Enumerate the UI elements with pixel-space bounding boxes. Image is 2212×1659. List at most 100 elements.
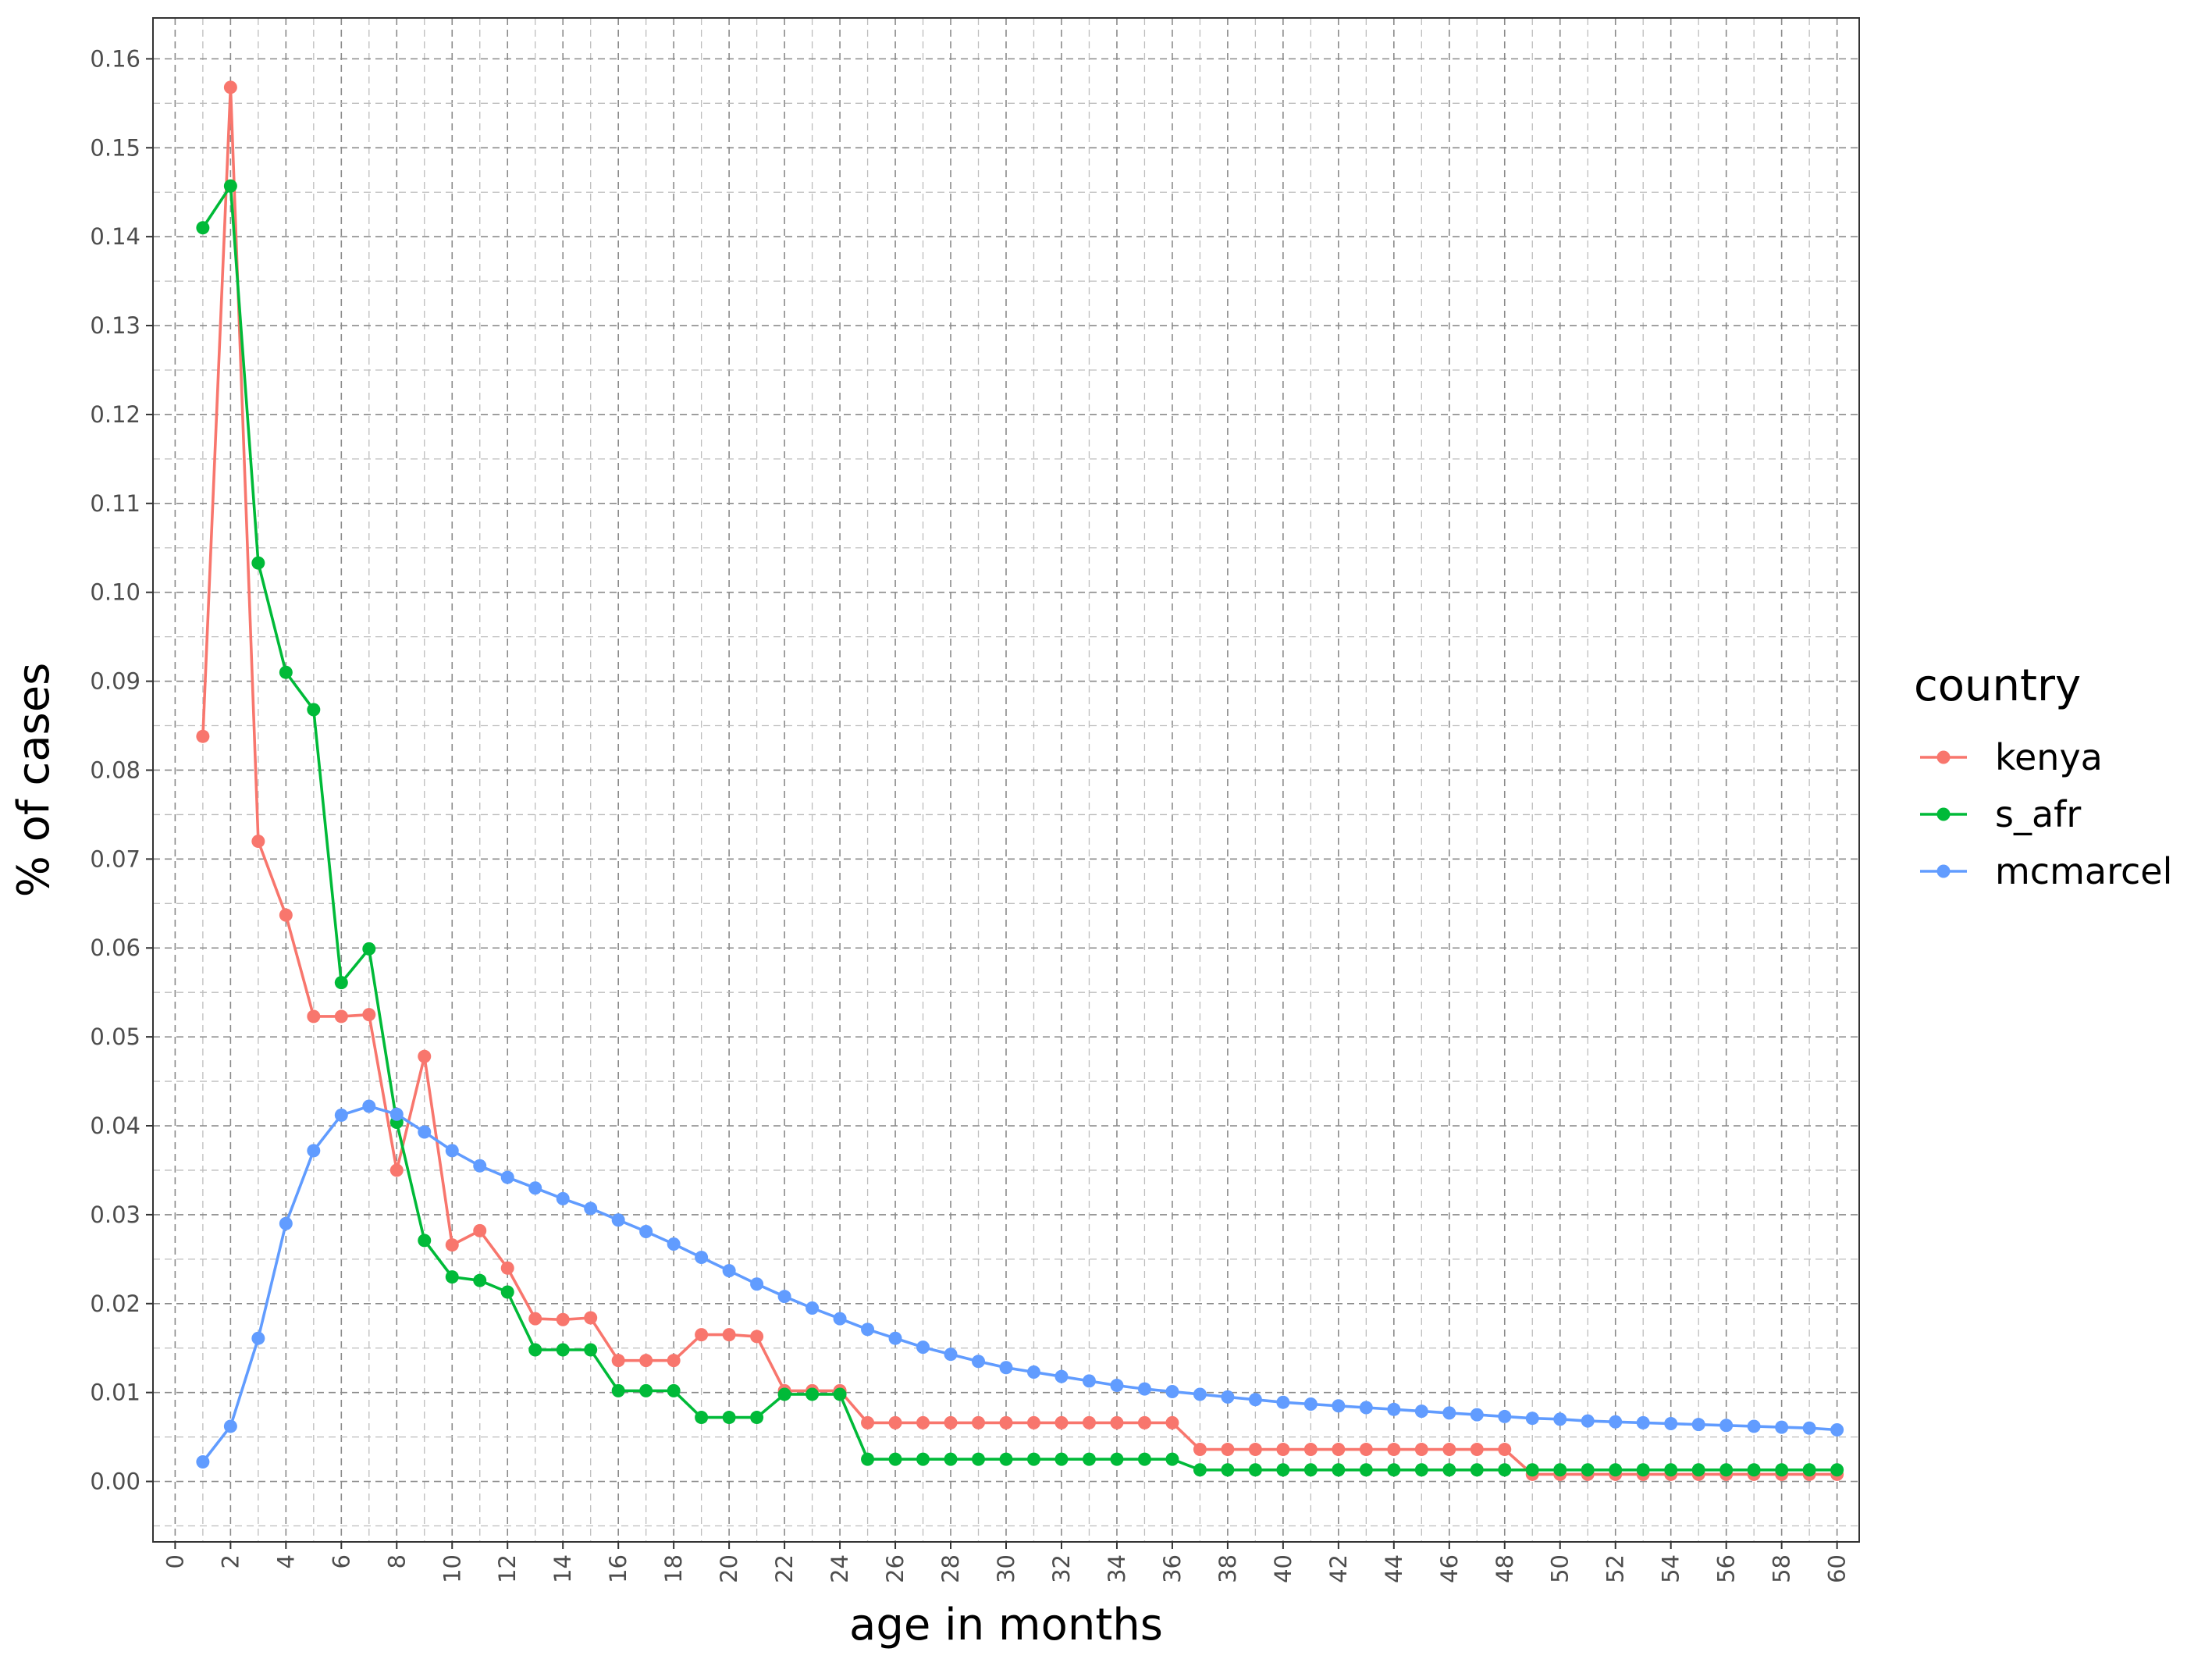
data-point-s_afr xyxy=(1609,1463,1623,1477)
data-point-s_afr xyxy=(1581,1463,1595,1477)
data-point-kenya xyxy=(916,1415,930,1429)
data-point-mcmarcel xyxy=(1691,1418,1705,1432)
data-point-mcmarcel xyxy=(1026,1365,1040,1379)
data-point-s_afr xyxy=(916,1452,930,1466)
data-point-s_afr xyxy=(639,1383,653,1397)
series-layer xyxy=(196,80,1844,1481)
data-point-mcmarcel xyxy=(473,1159,487,1173)
data-point-mcmarcel xyxy=(1636,1415,1650,1429)
legend-label: s_afr xyxy=(1995,793,2081,835)
data-point-s_afr xyxy=(833,1387,847,1401)
data-point-mcmarcel xyxy=(196,1455,210,1469)
data-point-kenya xyxy=(1359,1443,1373,1457)
y-tick-label: 0.12 xyxy=(90,401,140,428)
data-point-s_afr xyxy=(1636,1463,1650,1477)
data-point-mcmarcel xyxy=(1054,1369,1069,1383)
data-point-mcmarcel xyxy=(1470,1408,1484,1422)
data-point-mcmarcel xyxy=(861,1323,875,1337)
data-point-kenya xyxy=(1165,1415,1179,1429)
data-point-s_afr xyxy=(1442,1463,1456,1477)
data-point-s_afr xyxy=(1775,1463,1789,1477)
data-point-kenya xyxy=(1387,1443,1401,1457)
x-tick-label: 60 xyxy=(1824,1554,1851,1583)
y-tick-label: 0.15 xyxy=(90,134,140,161)
x-tick-label: 38 xyxy=(1214,1554,1241,1583)
data-point-kenya xyxy=(307,1009,321,1024)
data-point-mcmarcel xyxy=(1581,1414,1595,1428)
data-point-kenya xyxy=(584,1311,598,1325)
data-point-mcmarcel xyxy=(1414,1404,1428,1419)
x-tick-label: 36 xyxy=(1159,1554,1186,1583)
data-point-s_afr xyxy=(334,976,348,990)
data-point-kenya xyxy=(611,1354,625,1368)
y-tick-label: 0.07 xyxy=(90,846,140,872)
data-point-s_afr xyxy=(1193,1463,1207,1477)
x-tick-label: 28 xyxy=(937,1554,964,1583)
data-point-kenya xyxy=(1332,1443,1346,1457)
x-tick-label: 44 xyxy=(1381,1554,1407,1583)
y-axis-title: % of cases xyxy=(9,663,59,898)
data-point-kenya xyxy=(1248,1443,1262,1457)
data-point-s_afr xyxy=(223,179,237,193)
data-point-s_afr xyxy=(445,1270,459,1284)
data-point-mcmarcel xyxy=(805,1301,820,1315)
data-point-s_afr xyxy=(861,1452,875,1466)
data-point-kenya xyxy=(500,1261,514,1275)
legend-label: kenya xyxy=(1995,736,2103,778)
legend-key-point xyxy=(1936,864,1951,878)
x-tick-label: 58 xyxy=(1769,1554,1795,1583)
data-point-s_afr xyxy=(1414,1463,1428,1477)
data-point-kenya xyxy=(861,1415,875,1429)
data-point-mcmarcel xyxy=(1110,1379,1124,1393)
data-point-kenya xyxy=(334,1009,348,1024)
data-point-mcmarcel xyxy=(1303,1397,1318,1411)
data-point-s_afr xyxy=(1054,1452,1069,1466)
data-point-s_afr xyxy=(999,1452,1013,1466)
y-tick-label: 0.02 xyxy=(90,1291,140,1317)
data-point-mcmarcel xyxy=(972,1355,986,1369)
legend-item-s_afr: s_afr xyxy=(1920,793,2081,835)
data-point-kenya xyxy=(196,729,210,743)
legend: country kenya s_afr mcmarcel xyxy=(1914,660,2172,892)
x-axis-title: age in months xyxy=(849,1600,1163,1650)
data-point-s_afr xyxy=(418,1234,432,1248)
data-point-s_afr xyxy=(1332,1463,1346,1477)
data-point-s_afr xyxy=(1719,1463,1734,1477)
data-point-kenya xyxy=(1303,1443,1318,1457)
x-tick-label: 10 xyxy=(439,1554,465,1583)
data-point-s_afr xyxy=(1303,1463,1318,1477)
data-point-s_afr xyxy=(1664,1463,1678,1477)
data-point-mcmarcel xyxy=(307,1144,321,1158)
data-point-s_afr xyxy=(556,1343,570,1357)
data-point-s_afr xyxy=(1747,1463,1761,1477)
data-point-s_afr xyxy=(805,1387,820,1401)
data-point-s_afr xyxy=(1553,1463,1567,1477)
data-point-s_afr xyxy=(196,221,210,235)
data-point-mcmarcel xyxy=(362,1099,376,1113)
data-point-s_afr xyxy=(1082,1452,1096,1466)
data-point-s_afr xyxy=(307,703,321,717)
x-tick-label: 48 xyxy=(1492,1554,1518,1583)
data-point-s_afr xyxy=(1525,1463,1539,1477)
x-tick-label: 30 xyxy=(993,1554,1019,1583)
data-point-mcmarcel xyxy=(1830,1423,1844,1437)
y-tick-label: 0.08 xyxy=(90,757,140,783)
x-tick-label: 20 xyxy=(716,1554,742,1583)
data-point-s_afr xyxy=(1830,1463,1844,1477)
data-point-mcmarcel xyxy=(1082,1374,1096,1388)
data-point-mcmarcel xyxy=(1525,1412,1539,1426)
data-point-mcmarcel xyxy=(528,1181,542,1195)
data-point-s_afr xyxy=(1691,1463,1705,1477)
data-point-mcmarcel xyxy=(1248,1393,1262,1407)
data-point-s_afr xyxy=(1359,1463,1373,1477)
data-point-s_afr xyxy=(750,1411,764,1425)
data-point-s_afr xyxy=(1221,1463,1235,1477)
data-point-mcmarcel xyxy=(1442,1406,1456,1420)
data-point-kenya xyxy=(639,1354,653,1368)
data-point-kenya xyxy=(389,1163,404,1177)
x-tick-label: 16 xyxy=(605,1554,631,1583)
data-point-mcmarcel xyxy=(695,1251,709,1265)
data-point-kenya xyxy=(1110,1415,1124,1429)
data-point-kenya xyxy=(722,1328,736,1342)
data-point-s_afr xyxy=(944,1452,958,1466)
